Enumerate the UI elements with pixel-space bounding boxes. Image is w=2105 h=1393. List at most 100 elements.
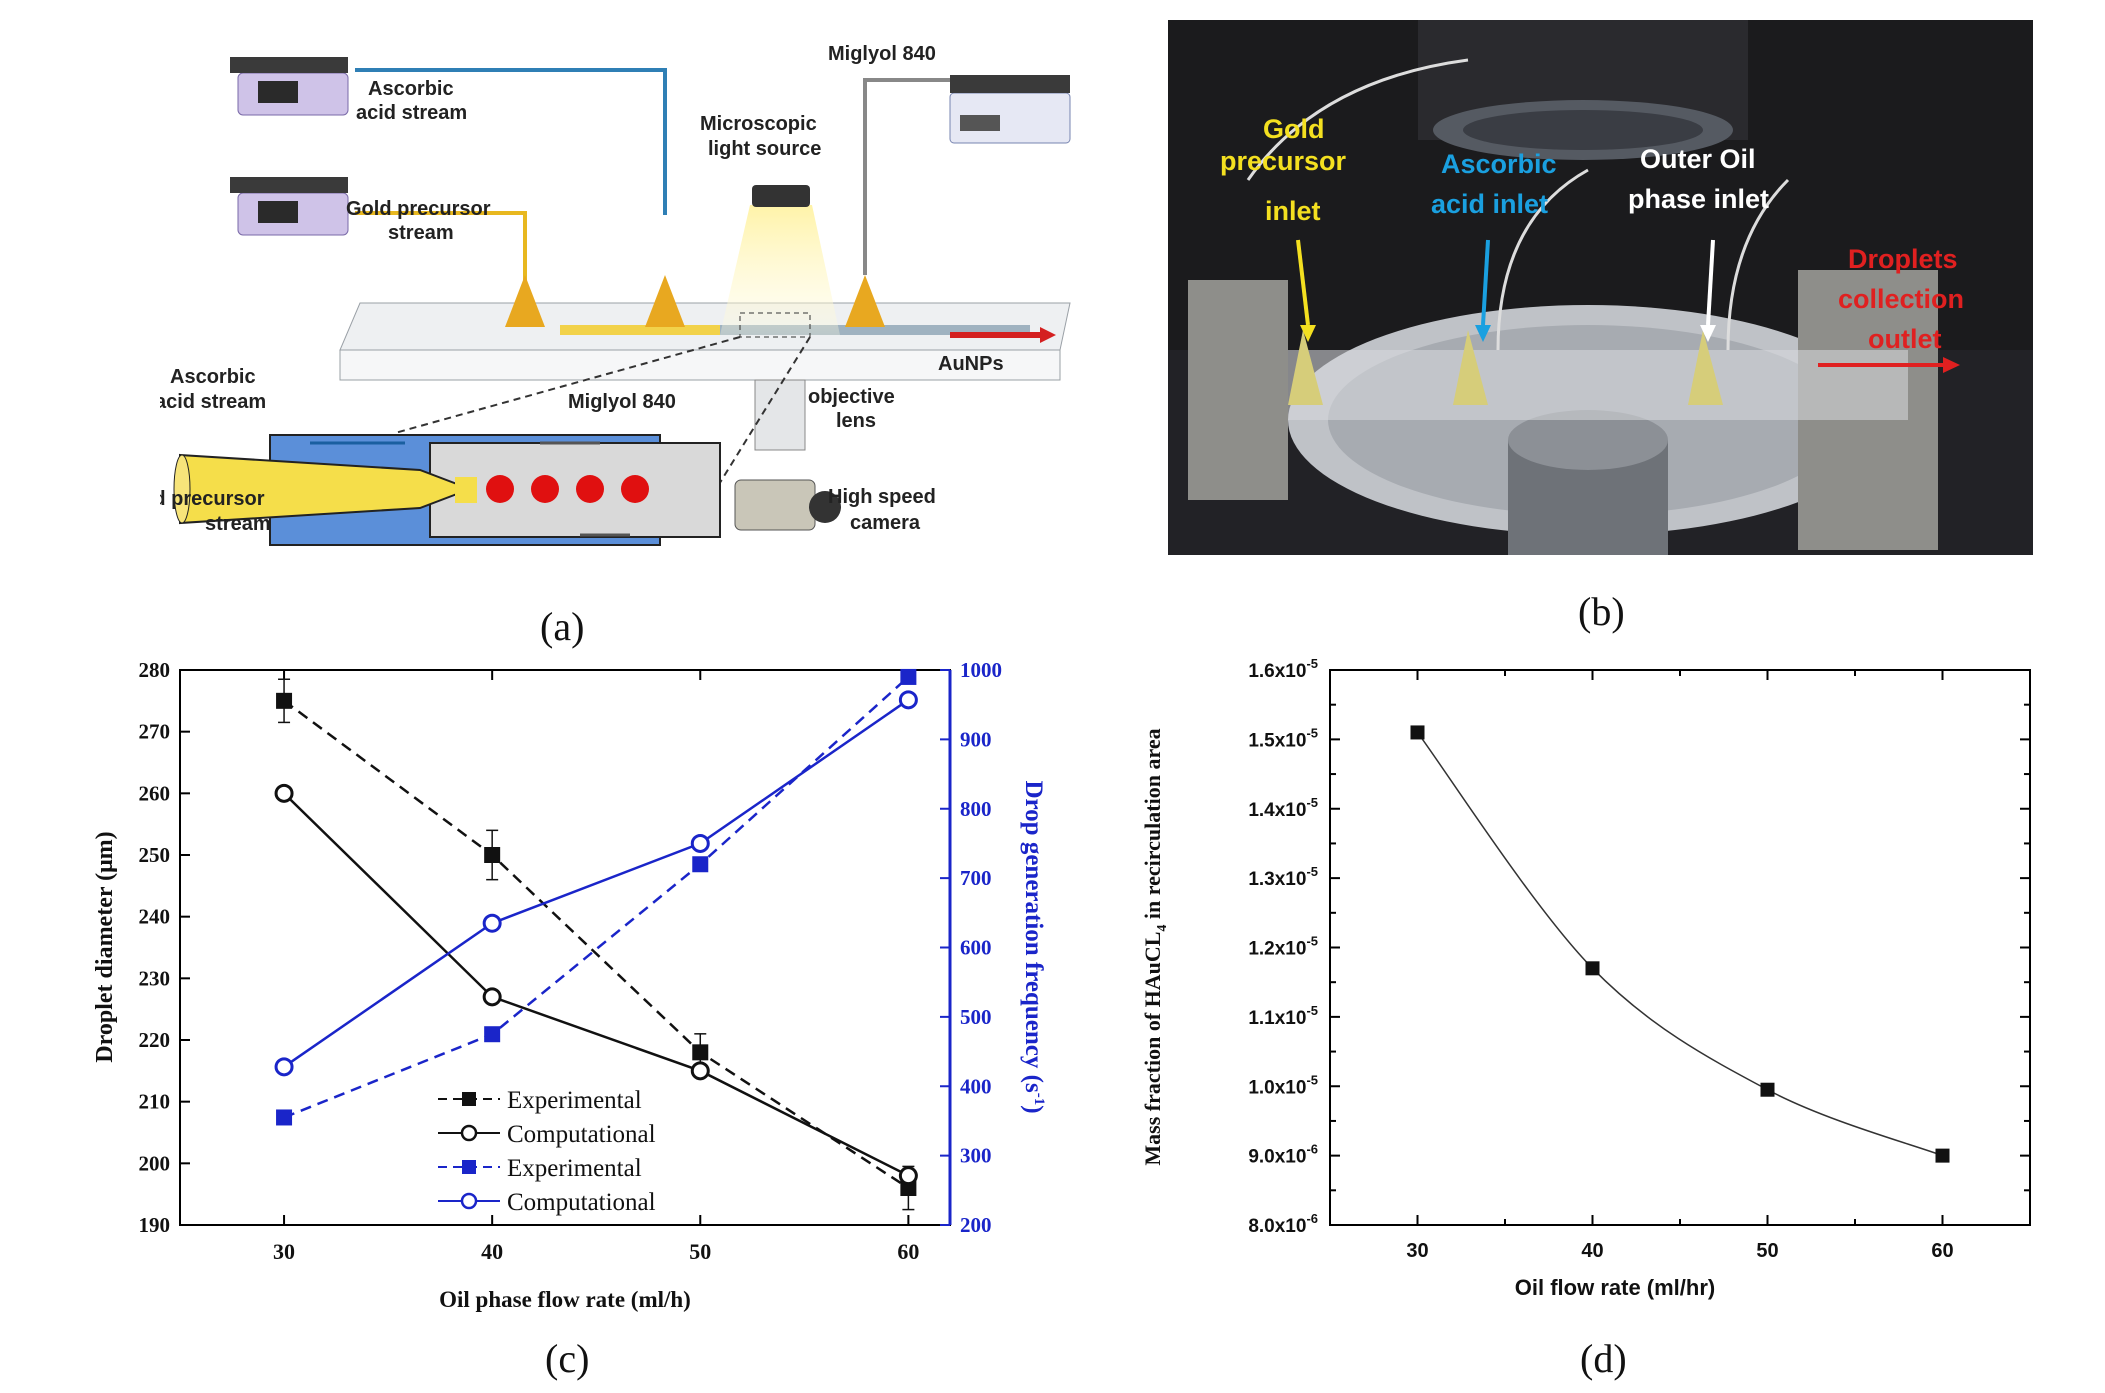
y2-tick-label: 900 — [960, 727, 992, 751]
y-tick-label: 1.3x10-5 — [1248, 864, 1318, 890]
label-ascorbic-inlet: Ascorbic — [1441, 149, 1557, 179]
panel-b-photo: Gold precursor inlet Ascorbic acid inlet… — [1168, 20, 2033, 634]
high-speed-camera — [734, 479, 841, 531]
data-point — [1935, 1148, 1950, 1163]
objective-lens — [754, 379, 806, 451]
y-tick-label: 1.4x10-5 — [1248, 795, 1318, 821]
y2-tick-label: 800 — [960, 797, 992, 821]
data-point — [482, 913, 502, 933]
y-axis-label: Droplet diameter (μm) — [92, 831, 118, 1062]
svg-text:outlet: outlet — [1868, 324, 1942, 354]
x-tick-label: 40 — [481, 1239, 503, 1264]
y-tick-label: 1.1x10-5 — [1248, 1003, 1318, 1029]
ascorbic-feed-line — [355, 68, 667, 215]
y2-tick-label: 300 — [960, 1144, 992, 1168]
label-ascorbic-inset: Ascorbic — [170, 366, 256, 388]
droplet — [621, 475, 649, 503]
oil-feed-line — [863, 78, 950, 275]
legend-label: Experimental — [507, 1087, 642, 1114]
label-gold-inset: Gold precursor — [160, 488, 265, 510]
y-tick-label: 220 — [139, 1028, 171, 1052]
y-axis-label: Mass fraction of HAuCL4 in recirculation… — [1140, 728, 1170, 1165]
ascorbic-inlet-needle — [1453, 330, 1488, 405]
caption-a: (a) — [540, 604, 585, 649]
data-point — [482, 987, 502, 1007]
y-tick-label: 1.6x10-5 — [1248, 656, 1318, 682]
data-point — [692, 856, 709, 873]
data-point — [484, 847, 501, 863]
label-oil-inlet: Outer Oil — [1640, 144, 1756, 174]
y-tick-label: 270 — [139, 720, 171, 744]
data-point — [276, 1109, 293, 1126]
data-point — [274, 783, 294, 803]
x-tick-label: 30 — [273, 1239, 295, 1264]
syringe-pump-oil — [949, 75, 1071, 144]
legend-label: Computational — [507, 1121, 656, 1148]
y2-tick-label: 200 — [960, 1213, 992, 1237]
svg-text:light source: light source — [708, 138, 821, 160]
y-tick-label: 230 — [139, 966, 171, 990]
svg-text:phase inlet: phase inlet — [1628, 184, 1769, 214]
x-tick-label: 40 — [1581, 1240, 1603, 1262]
svg-text:inlet: inlet — [1265, 196, 1321, 226]
data-point — [1760, 1082, 1775, 1097]
x-axis-label: Oil phase flow rate (ml/h) — [439, 1287, 691, 1312]
label-light-source: Microscopic — [700, 113, 817, 135]
data-point — [898, 690, 918, 710]
x-tick-label: 50 — [689, 1239, 711, 1264]
label-camera: High speed — [828, 486, 936, 508]
svg-text:collection: collection — [1838, 284, 1964, 314]
svg-text:stream: stream — [205, 513, 271, 535]
x-tick-label: 30 — [1406, 1240, 1428, 1262]
data-point — [1585, 961, 1600, 976]
ascorbic-inlet-cone — [645, 275, 685, 327]
x-tick-label: 60 — [1931, 1240, 1953, 1262]
svg-text:camera: camera — [850, 512, 921, 534]
panel-a-schematic: Ascorbic acid stream Gold precursor stre… — [120, 15, 1090, 649]
droplet — [576, 475, 604, 503]
label-miglyol-inset: Miglyol 840 — [568, 391, 676, 413]
y-tick-label: 240 — [139, 905, 171, 929]
y2-axis-label: Drop generation frequency (s-1) — [1020, 780, 1047, 1113]
droplet — [486, 475, 514, 503]
svg-text:stream: stream — [388, 222, 454, 244]
svg-text:acid stream: acid stream — [356, 102, 467, 124]
y-tick-label: 210 — [139, 1090, 171, 1114]
series-line — [283, 699, 910, 1190]
x-tick-label: 50 — [1756, 1240, 1778, 1262]
data-point — [690, 1061, 710, 1081]
y-tick-label: 250 — [139, 843, 171, 867]
series-line — [283, 698, 910, 1068]
light-source-lamp — [752, 185, 810, 207]
series-curve — [1416, 731, 1943, 1157]
mass-fraction-chart: 30 40 50 60 8.0x10-6 9.0x10-6 1.0x10-5 1.1x10-5… — [1140, 656, 2031, 1300]
plot-frame — [1329, 669, 2031, 1226]
data-point — [484, 1026, 501, 1043]
gold-inlet-needle — [1288, 330, 1323, 405]
data-point — [1410, 725, 1425, 740]
data-point — [898, 1166, 918, 1186]
y-tick-label: 280 — [139, 658, 171, 682]
data-point — [692, 1044, 709, 1061]
flow-focusing-inset — [173, 434, 721, 546]
data-point — [900, 668, 917, 685]
series-line — [283, 792, 909, 1177]
y-tick-label: 260 — [139, 781, 171, 805]
legend-label: Experimental — [507, 1155, 642, 1182]
y2-tick-label: 700 — [960, 866, 992, 890]
svg-text:acid stream: acid stream — [160, 391, 266, 413]
y-tick-label: 1.0x10-5 — [1248, 1072, 1318, 1098]
glass-chip — [1288, 350, 1908, 420]
droplet — [531, 475, 559, 503]
y-tick-label: 1.2x10-5 — [1248, 934, 1318, 960]
y2-tick-label: 500 — [960, 1005, 992, 1029]
label-miglyol-top: Miglyol 840 — [828, 43, 936, 65]
x-axis-label: Oil flow rate (ml/hr) — [1515, 1275, 1715, 1300]
data-point — [274, 1057, 294, 1077]
caption-d: (d) — [1580, 1336, 1627, 1381]
gold-inlet-cone — [505, 275, 545, 327]
y2-tick-label: 400 — [960, 1074, 992, 1098]
caption-c: (c) — [545, 1336, 590, 1381]
svg-text:precursor: precursor — [1220, 146, 1347, 176]
y-tick-label: 190 — [139, 1213, 171, 1237]
